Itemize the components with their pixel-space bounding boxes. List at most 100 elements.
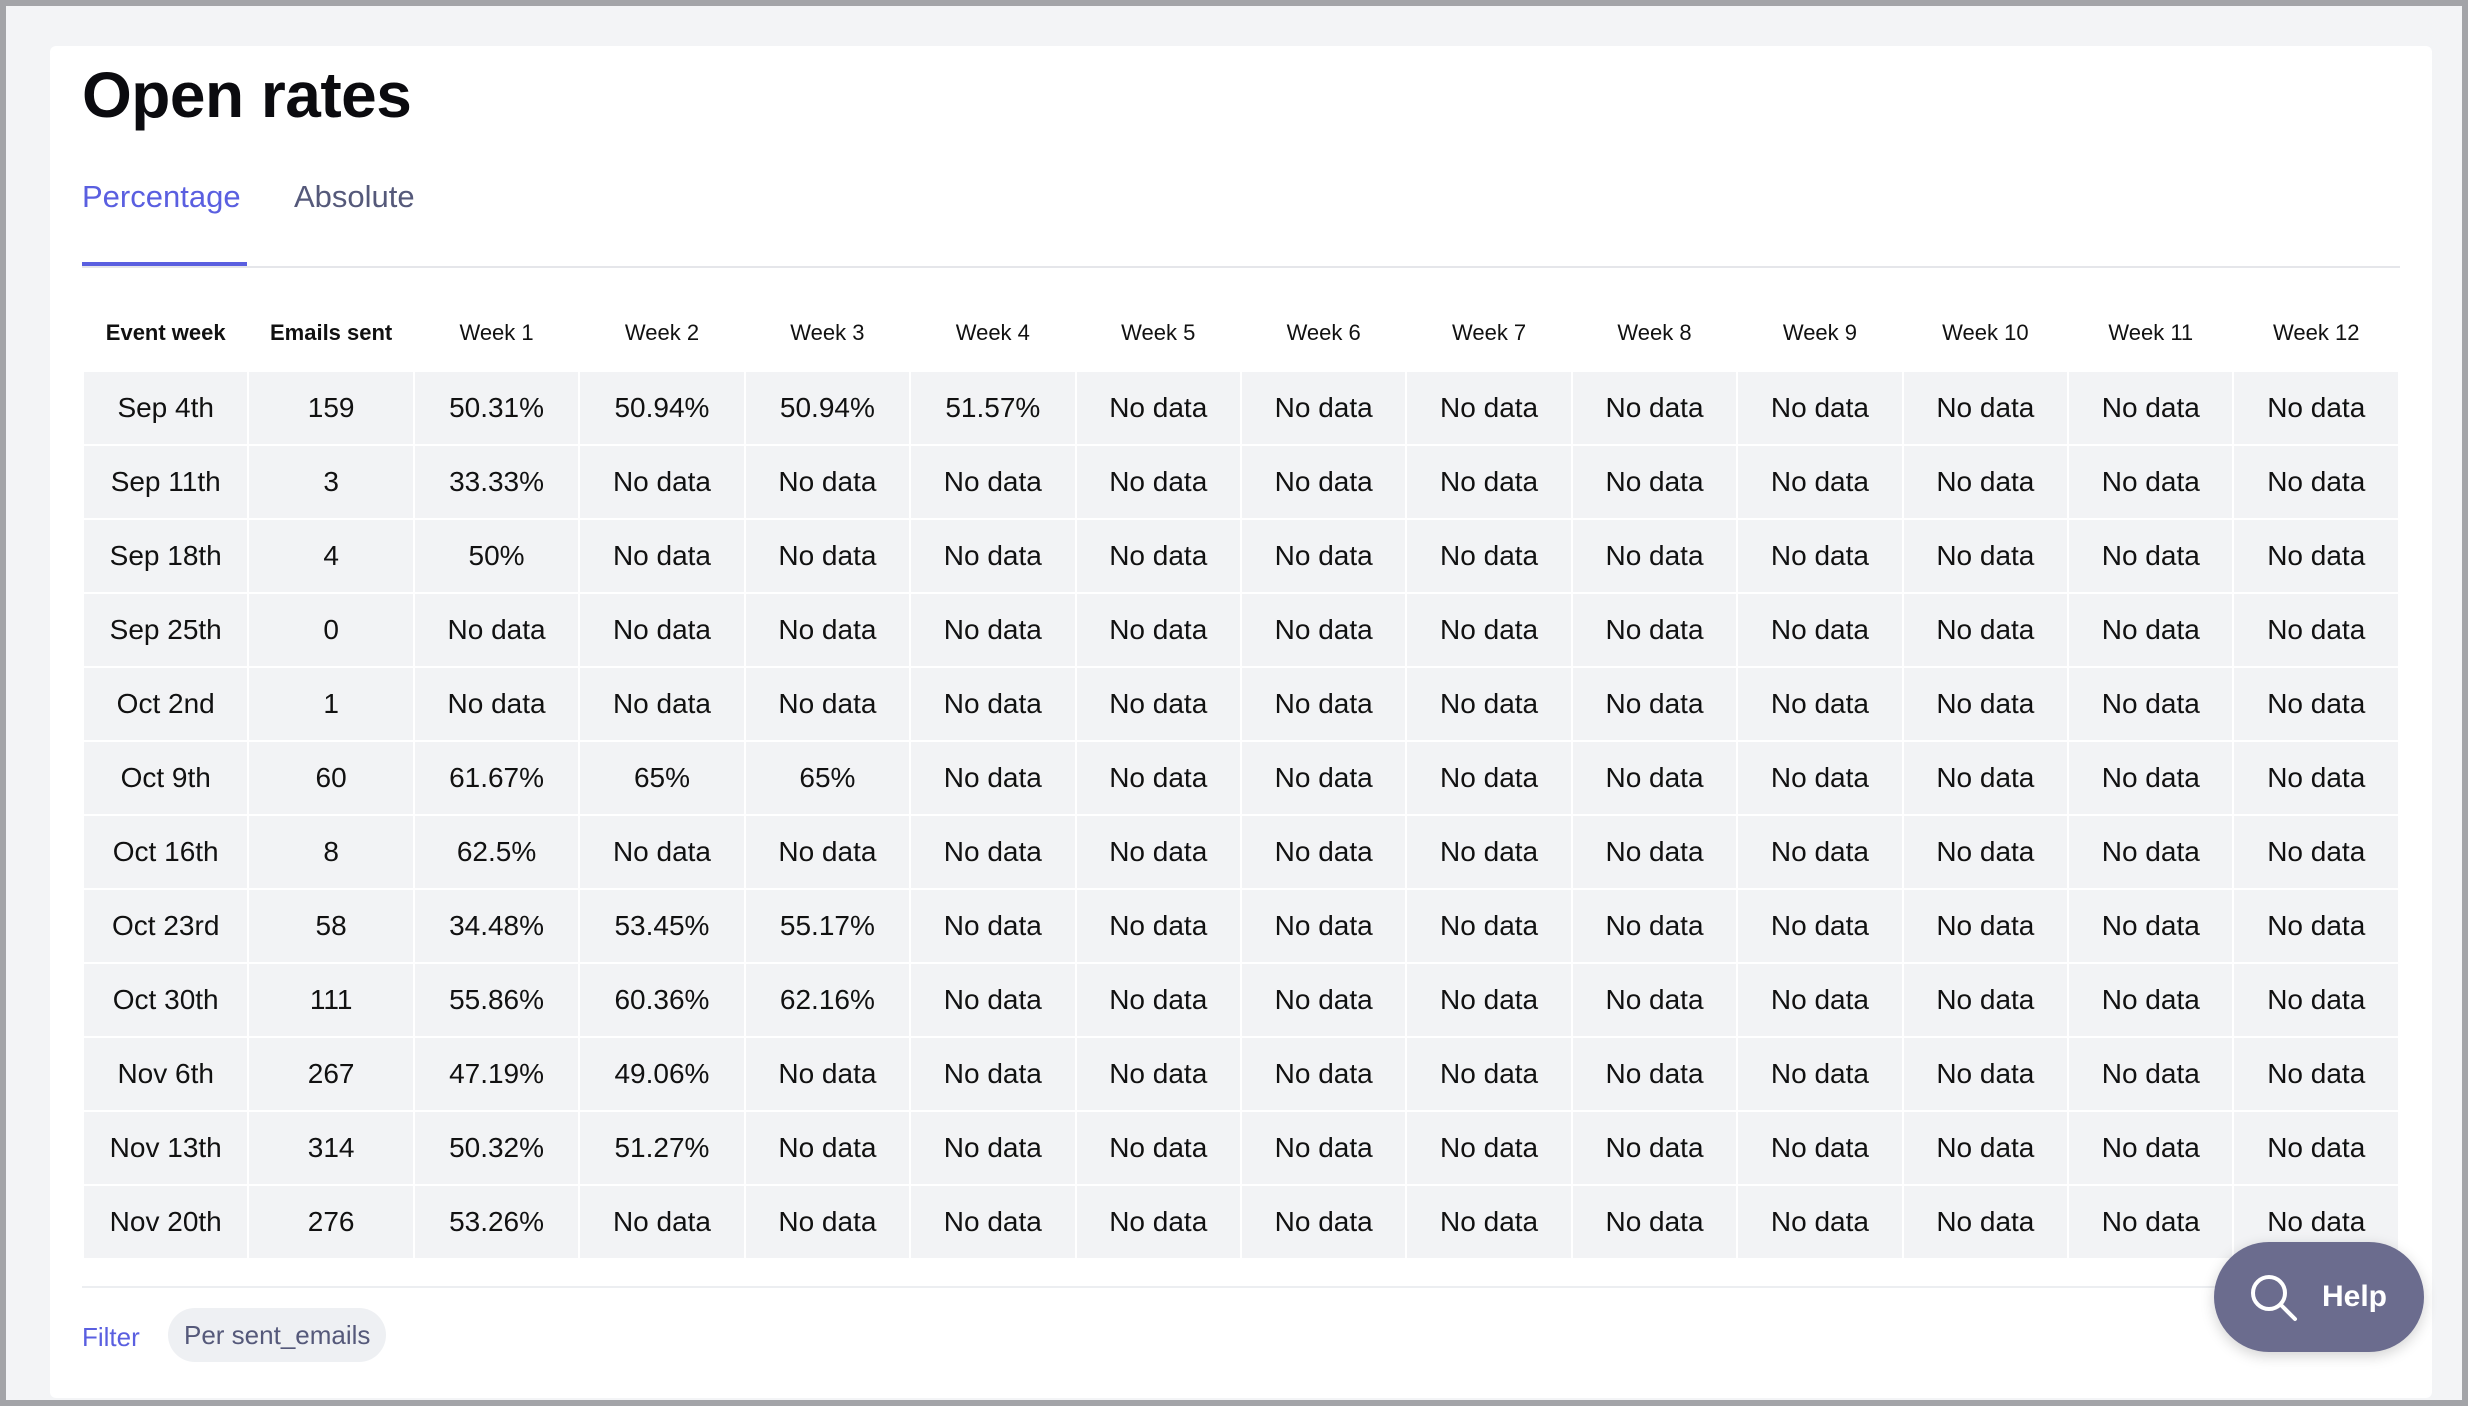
no-data-cell: No data xyxy=(1901,444,2070,520)
no-data-cell: No data xyxy=(1901,666,2070,742)
no-data-cell: No data xyxy=(1736,888,1904,964)
tab-absolute[interactable]: Absolute xyxy=(294,179,415,214)
no-data-cell: No data xyxy=(1570,518,1739,594)
page-title: Open rates xyxy=(82,59,412,131)
event-week-cell: Oct 30th xyxy=(81,962,250,1038)
no-data-cell: No data xyxy=(1074,814,1242,890)
no-data-cell: No data xyxy=(743,518,912,594)
rate-cell: 53.26% xyxy=(412,1184,581,1260)
no-data-cell: No data xyxy=(2232,888,2400,964)
no-data-cell: No data xyxy=(2232,1036,2400,1112)
no-data-cell: No data xyxy=(743,666,912,742)
no-data-cell: No data xyxy=(2232,1110,2400,1186)
table-row: Nov 20th 276 53.26% No data No data No data No… xyxy=(81,1184,2400,1260)
no-data-cell: No data xyxy=(578,518,746,594)
no-data-cell: No data xyxy=(1074,370,1242,446)
no-data-cell: No data xyxy=(1239,814,1408,890)
event-week-cell: Oct 16th xyxy=(81,814,250,890)
rate-cell: 33.33% xyxy=(412,444,581,520)
no-data-cell: No data xyxy=(1074,962,1242,1038)
no-data-cell: No data xyxy=(2067,1036,2235,1112)
no-data-cell: No data xyxy=(1239,962,1408,1038)
no-data-cell: No data xyxy=(1570,962,1739,1038)
column-header: Week 5 xyxy=(1121,320,1196,345)
no-data-cell: No data xyxy=(2067,1184,2235,1260)
no-data-cell: No data xyxy=(1239,740,1408,816)
emails-sent-cell: 60 xyxy=(247,740,415,816)
no-data-cell: No data xyxy=(578,814,746,890)
help-button[interactable]: Help xyxy=(2214,1242,2424,1352)
no-data-cell: No data xyxy=(1239,592,1408,668)
column-header: Week 4 xyxy=(955,320,1030,345)
emails-sent-cell: 111 xyxy=(247,962,415,1038)
no-data-cell: No data xyxy=(1901,962,2070,1038)
tab-percentage[interactable]: Percentage xyxy=(82,164,247,266)
table-row: Sep 4th 159 50.31% 50.94% 50.94% 51.57% No dat… xyxy=(81,370,2400,446)
no-data-cell: No data xyxy=(1239,1110,1408,1186)
no-data-cell: No data xyxy=(412,666,581,742)
table-row: Nov 13th 314 50.32% 51.27% No data No data No … xyxy=(81,1110,2400,1186)
no-data-cell: No data xyxy=(2067,518,2235,594)
no-data-cell: No data xyxy=(743,1036,912,1112)
column-header: Week 11 xyxy=(2108,320,2194,345)
no-data-cell: No data xyxy=(1901,1184,2070,1260)
no-data-cell: No data xyxy=(743,1184,912,1260)
no-data-cell: No data xyxy=(1074,444,1242,520)
rate-cell: 65% xyxy=(743,740,912,816)
no-data-cell: No data xyxy=(743,814,912,890)
no-data-cell: No data xyxy=(2232,814,2400,890)
no-data-cell: No data xyxy=(909,740,1077,816)
no-data-cell: No data xyxy=(2067,814,2235,890)
no-data-cell: No data xyxy=(909,814,1077,890)
no-data-cell: No data xyxy=(1239,666,1408,742)
no-data-cell: No data xyxy=(1570,592,1739,668)
filter-chip[interactable]: Per sent_emails xyxy=(168,1308,387,1362)
no-data-cell: No data xyxy=(1901,592,2070,668)
event-week-cell: Nov 20th xyxy=(81,1184,250,1260)
no-data-cell: No data xyxy=(1570,444,1739,520)
emails-sent-cell: 0 xyxy=(247,592,415,668)
filter-link[interactable]: Filter xyxy=(82,1322,140,1352)
emails-sent-cell: 314 xyxy=(247,1110,415,1186)
no-data-cell: No data xyxy=(1736,740,1904,816)
table-row: Oct 9th 60 61.67% 65% 65% No data No data No da… xyxy=(81,740,2400,816)
no-data-cell: No data xyxy=(2232,592,2400,668)
table-row: Oct 16th 8 62.5% No data No data No data No da… xyxy=(81,814,2400,890)
no-data-cell: No data xyxy=(909,962,1077,1038)
column-header: Week 3 xyxy=(790,320,865,345)
table-row: Sep 25th 0 No data No data No data No data No … xyxy=(81,592,2400,668)
no-data-cell: No data xyxy=(1074,1110,1242,1186)
rate-cell: 50.94% xyxy=(578,370,746,446)
no-data-cell: No data xyxy=(2067,666,2235,742)
no-data-cell: No data xyxy=(1405,814,1573,890)
no-data-cell: No data xyxy=(1405,518,1573,594)
event-week-cell: Sep 4th xyxy=(81,370,250,446)
no-data-cell: No data xyxy=(1570,1036,1739,1112)
no-data-cell: No data xyxy=(2067,444,2235,520)
no-data-cell: No data xyxy=(1405,1036,1573,1112)
rate-cell: 53.45% xyxy=(578,888,746,964)
rate-cell: 50.32% xyxy=(412,1110,581,1186)
emails-sent-cell: 267 xyxy=(247,1036,415,1112)
no-data-cell: No data xyxy=(1074,1184,1242,1260)
no-data-cell: No data xyxy=(909,518,1077,594)
emails-sent-cell: 8 xyxy=(247,814,415,890)
no-data-cell: No data xyxy=(1570,814,1739,890)
no-data-cell: No data xyxy=(2067,592,2235,668)
column-header: Week 12 xyxy=(2273,320,2360,345)
table-row: Oct 30th 111 55.86% 60.36% 62.16% No data No d… xyxy=(81,962,2400,1038)
no-data-cell: No data xyxy=(1736,1184,1904,1260)
no-data-cell: No data xyxy=(1239,888,1408,964)
no-data-cell: No data xyxy=(2232,962,2400,1038)
no-data-cell: No data xyxy=(909,888,1077,964)
column-header: Week 2 xyxy=(624,320,700,345)
rate-cell: 34.48% xyxy=(412,888,581,964)
no-data-cell: No data xyxy=(1405,666,1573,742)
event-week-cell: Oct 23rd xyxy=(81,888,250,964)
no-data-cell: No data xyxy=(1736,666,1904,742)
no-data-cell: No data xyxy=(1074,592,1242,668)
no-data-cell: No data xyxy=(1736,814,1904,890)
column-header: Week 8 xyxy=(1617,320,1692,345)
no-data-cell: No data xyxy=(412,592,581,668)
